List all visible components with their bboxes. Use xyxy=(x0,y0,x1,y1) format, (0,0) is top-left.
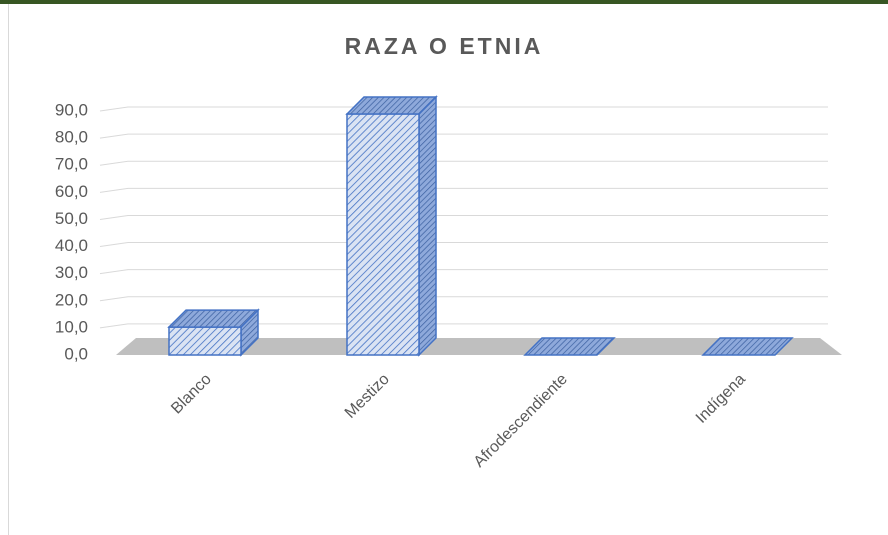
y-tick-label: 20,0 xyxy=(55,290,88,309)
x-tick-label: Afrodescendiente xyxy=(471,371,571,471)
bar-top xyxy=(345,96,438,115)
y-tick-label: 10,0 xyxy=(55,317,88,336)
x-tick-label: Mestizo xyxy=(342,371,393,422)
top-border xyxy=(0,0,888,4)
bar-front xyxy=(168,326,242,356)
floor xyxy=(116,338,842,355)
y-tick-label: 80,0 xyxy=(55,128,88,147)
grid-line xyxy=(99,269,828,275)
grid-line xyxy=(99,187,828,193)
bar-top xyxy=(167,309,260,328)
grid-line xyxy=(99,106,828,112)
bar-top xyxy=(701,337,794,356)
x-tick-label: Indígena xyxy=(693,371,749,427)
y-tick-label: 40,0 xyxy=(55,236,88,255)
bar-top xyxy=(523,337,616,356)
grid-line xyxy=(99,160,828,166)
bar xyxy=(167,308,260,357)
bar xyxy=(345,95,438,357)
bar-side xyxy=(418,95,437,357)
chart-title: RAZA O ETNIA xyxy=(345,33,544,59)
grid-line xyxy=(99,214,828,220)
bar-front xyxy=(346,113,420,356)
y-tick-label: 50,0 xyxy=(55,209,88,228)
grid-line xyxy=(99,242,828,248)
grid-line xyxy=(99,323,828,329)
bar xyxy=(523,337,616,356)
y-tick-label: 30,0 xyxy=(55,263,88,282)
bar xyxy=(701,337,794,356)
y-tick-label: 0,0 xyxy=(64,344,88,363)
y-tick-label: 70,0 xyxy=(55,155,88,174)
x-tick-label: Blanco xyxy=(168,371,215,418)
y-tick-label: 90,0 xyxy=(55,100,88,119)
grid-line xyxy=(99,133,828,139)
grid-line xyxy=(99,296,828,302)
y-tick-label: 60,0 xyxy=(55,182,88,201)
